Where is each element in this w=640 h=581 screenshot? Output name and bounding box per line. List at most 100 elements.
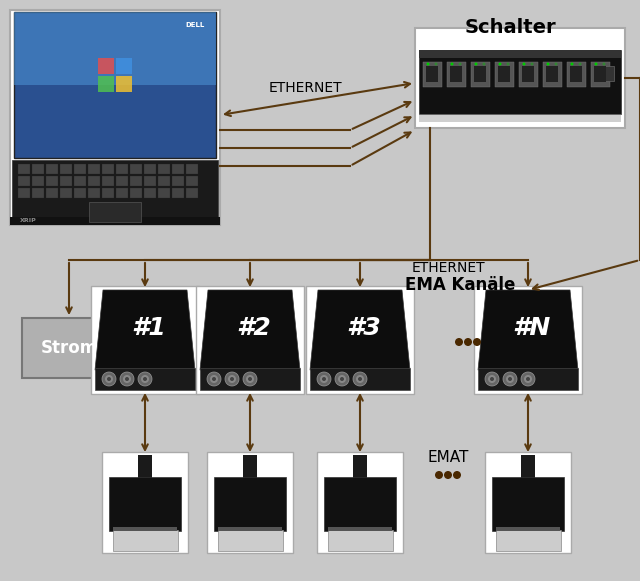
FancyBboxPatch shape: [60, 188, 72, 198]
FancyBboxPatch shape: [595, 66, 614, 81]
FancyBboxPatch shape: [129, 188, 141, 198]
FancyBboxPatch shape: [447, 62, 465, 87]
FancyBboxPatch shape: [95, 368, 195, 390]
Circle shape: [490, 377, 494, 381]
FancyBboxPatch shape: [12, 160, 218, 223]
Circle shape: [435, 471, 443, 479]
FancyBboxPatch shape: [102, 188, 113, 198]
FancyBboxPatch shape: [172, 163, 184, 174]
Circle shape: [451, 63, 454, 66]
Circle shape: [435, 63, 438, 66]
FancyBboxPatch shape: [317, 452, 403, 553]
FancyBboxPatch shape: [243, 455, 257, 483]
Circle shape: [464, 338, 472, 346]
Circle shape: [453, 471, 461, 479]
FancyBboxPatch shape: [98, 76, 114, 92]
Circle shape: [317, 372, 331, 386]
Circle shape: [499, 63, 502, 66]
FancyBboxPatch shape: [172, 188, 184, 198]
Circle shape: [353, 372, 367, 386]
FancyBboxPatch shape: [353, 455, 367, 483]
FancyBboxPatch shape: [143, 175, 156, 185]
Circle shape: [474, 63, 477, 66]
FancyBboxPatch shape: [102, 163, 113, 174]
Circle shape: [455, 338, 463, 346]
FancyBboxPatch shape: [218, 529, 282, 551]
Circle shape: [335, 372, 349, 386]
Circle shape: [248, 377, 252, 381]
FancyBboxPatch shape: [89, 202, 141, 222]
FancyBboxPatch shape: [17, 175, 29, 185]
Circle shape: [356, 375, 364, 383]
FancyBboxPatch shape: [31, 188, 44, 198]
Circle shape: [228, 375, 236, 383]
FancyBboxPatch shape: [518, 62, 538, 87]
FancyBboxPatch shape: [426, 66, 438, 82]
FancyBboxPatch shape: [496, 527, 560, 531]
Text: #N: #N: [513, 316, 551, 340]
FancyBboxPatch shape: [474, 66, 486, 82]
FancyBboxPatch shape: [478, 368, 578, 390]
FancyBboxPatch shape: [492, 477, 564, 531]
Circle shape: [210, 375, 218, 383]
FancyBboxPatch shape: [10, 10, 220, 225]
Polygon shape: [310, 290, 410, 370]
Circle shape: [246, 375, 254, 383]
Circle shape: [522, 63, 525, 66]
Circle shape: [506, 375, 514, 383]
FancyBboxPatch shape: [422, 62, 442, 87]
Circle shape: [207, 372, 221, 386]
FancyBboxPatch shape: [157, 188, 170, 198]
FancyBboxPatch shape: [594, 66, 606, 82]
FancyBboxPatch shape: [157, 175, 170, 185]
FancyBboxPatch shape: [415, 28, 625, 128]
FancyBboxPatch shape: [45, 188, 58, 198]
FancyBboxPatch shape: [485, 452, 571, 553]
FancyBboxPatch shape: [14, 12, 216, 85]
Circle shape: [120, 372, 134, 386]
Circle shape: [338, 375, 346, 383]
FancyBboxPatch shape: [495, 62, 513, 87]
Circle shape: [526, 377, 530, 381]
Polygon shape: [200, 290, 300, 370]
Text: XRIP: XRIP: [20, 218, 36, 224]
FancyBboxPatch shape: [45, 175, 58, 185]
FancyBboxPatch shape: [88, 163, 99, 174]
Text: DELL: DELL: [186, 22, 205, 28]
Circle shape: [212, 377, 216, 381]
Circle shape: [595, 63, 598, 66]
FancyBboxPatch shape: [419, 50, 621, 58]
Circle shape: [488, 375, 496, 383]
FancyBboxPatch shape: [31, 163, 44, 174]
FancyBboxPatch shape: [328, 527, 392, 531]
Circle shape: [473, 338, 481, 346]
Circle shape: [143, 377, 147, 381]
Circle shape: [225, 372, 239, 386]
Circle shape: [547, 63, 550, 66]
FancyBboxPatch shape: [113, 527, 177, 531]
Circle shape: [602, 63, 605, 66]
Circle shape: [579, 63, 582, 66]
Circle shape: [570, 63, 573, 66]
Circle shape: [102, 372, 116, 386]
FancyBboxPatch shape: [328, 529, 392, 551]
FancyBboxPatch shape: [143, 188, 156, 198]
FancyBboxPatch shape: [116, 76, 132, 92]
Circle shape: [483, 63, 486, 66]
Circle shape: [503, 372, 517, 386]
FancyBboxPatch shape: [17, 188, 29, 198]
FancyBboxPatch shape: [419, 50, 621, 114]
Text: Strom: Strom: [40, 339, 97, 357]
Circle shape: [230, 377, 234, 381]
FancyBboxPatch shape: [115, 163, 127, 174]
FancyBboxPatch shape: [196, 286, 304, 394]
Circle shape: [320, 375, 328, 383]
FancyBboxPatch shape: [310, 368, 410, 390]
FancyBboxPatch shape: [74, 175, 86, 185]
Circle shape: [554, 63, 557, 66]
FancyBboxPatch shape: [60, 163, 72, 174]
FancyBboxPatch shape: [172, 175, 184, 185]
FancyBboxPatch shape: [566, 62, 586, 87]
Polygon shape: [95, 290, 195, 370]
Text: EMA Kanäle: EMA Kanäle: [405, 276, 515, 294]
